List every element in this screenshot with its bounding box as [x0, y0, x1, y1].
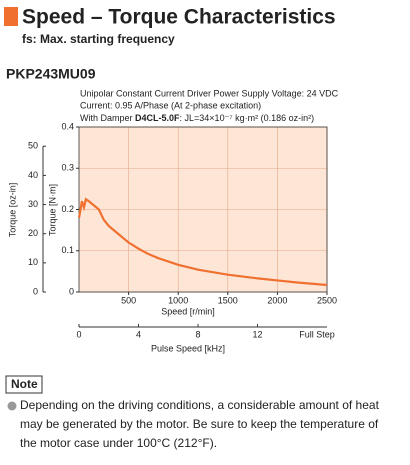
y-tick-label: 0	[69, 286, 74, 296]
y2-tick-label: 40	[28, 170, 38, 180]
damper: D4CL-5.0F	[135, 113, 180, 123]
x2-tick-label: 0	[76, 329, 81, 339]
y-axis-title: Torque [N·m]	[47, 184, 57, 236]
condition: Current: 0.95 A/Phase (At 2-phase excita…	[80, 100, 261, 110]
x-tick-label: 2000	[267, 295, 287, 305]
y2-tick-label: 0	[33, 286, 38, 296]
y2-tick-label: 10	[28, 257, 38, 267]
condition: With Damper	[80, 113, 135, 123]
note-text: may be generated by the motor. Be sure t…	[20, 417, 379, 431]
x2-tick-label: 4	[136, 329, 141, 339]
x2-end-label: Full Step	[299, 329, 335, 339]
x-tick-label: 2500	[317, 295, 337, 305]
subtitle: fs: Max. starting frequency	[22, 32, 175, 46]
x2-tick-label: 12	[253, 329, 263, 339]
y-tick-label: 0.4	[61, 121, 74, 131]
bullet	[7, 401, 17, 411]
x-tick-label: 500	[121, 295, 136, 305]
y2-tick-label: 20	[28, 228, 38, 238]
plot-frame	[78, 126, 328, 293]
x2-axis-title: Pulse Speed [kHz]	[151, 343, 225, 353]
torque-curve	[77, 197, 328, 287]
x-axis-title: Speed [r/min]	[161, 306, 215, 316]
note-label: Note	[11, 377, 38, 391]
note-text: the motor case under 100°C (212°F).	[20, 436, 217, 450]
note-box	[5, 375, 43, 394]
x2-tick-label: 8	[196, 329, 201, 339]
y2-tick-label: 30	[28, 199, 38, 209]
x-tick-label: 1000	[168, 295, 188, 305]
condition: : JL=34×10⁻⁷ kg·m² (0.186 oz-in²)	[180, 113, 315, 123]
y-tick-label: 0.1	[61, 245, 74, 255]
y2-axis-title: Torque [oz-in]	[7, 183, 17, 238]
note-text: Depending on the driving conditions, a c…	[20, 398, 380, 412]
y-tick-label: 0.2	[61, 204, 74, 214]
y2-tick-label: 50	[28, 141, 38, 151]
model: PKP243MU09	[6, 66, 96, 82]
title-icon	[4, 7, 18, 26]
y-tick-label: 0.3	[61, 163, 74, 173]
condition: With Damper D4CL-5.0F: JL=34×10⁻⁷ kg·m² …	[80, 113, 314, 123]
x-tick-label: 1500	[218, 295, 238, 305]
condition: Unipolar Constant Current Driver Power S…	[80, 88, 339, 98]
title: Speed – Torque Characteristics	[22, 6, 336, 29]
